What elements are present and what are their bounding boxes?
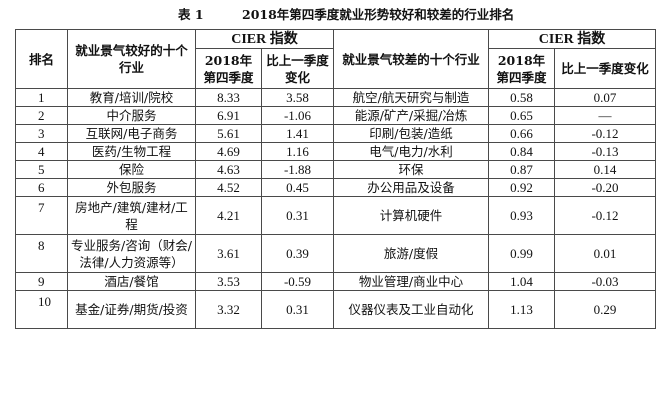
- good-index-cell: 3.53: [195, 272, 262, 291]
- rank-cell: 7: [15, 196, 68, 235]
- good-industry-cell: 教育/培训/院校: [67, 88, 196, 107]
- good-index-cell: 4.52: [195, 178, 262, 197]
- rank-cell: 6: [15, 178, 68, 197]
- bad-industry-cell: 办公用品及设备: [333, 178, 490, 197]
- bad-industry-cell: 物业管理/商业中心: [333, 272, 490, 291]
- bad-industry-cell: 能源/矿产/采掘/冶炼: [333, 106, 490, 125]
- good-industry-cell: 医药/生物工程: [67, 142, 196, 161]
- table-row: 10 基金/证券/期货/投资 3.32 0.31 仪器仪表及工业自动化 1.13 0.29: [15, 290, 657, 329]
- table-number: 表 1: [178, 7, 204, 22]
- good-index-cell: 8.33: [195, 88, 262, 107]
- bad-change-cell: 0.07: [554, 88, 657, 107]
- bad-index-cell: 0.66: [488, 124, 556, 143]
- rank-cell: 5: [15, 160, 68, 179]
- good-change-cell: 0.39: [260, 234, 335, 273]
- header-q4-bad: 2018年第四季度: [488, 48, 556, 89]
- good-index-cell: 4.21: [195, 196, 262, 235]
- good-change-cell: -0.59: [260, 272, 335, 291]
- table-row: 3 互联网/电子商务 5.61 1.41 印刷/包装/造纸 0.66 -0.12: [15, 124, 657, 143]
- bad-change-cell: -0.12: [554, 196, 657, 235]
- good-change-cell: 1.16: [260, 142, 335, 161]
- rank-cell: 3: [15, 124, 68, 143]
- table-row: 5 保险 4.63 -1.88 环保 0.87 0.14: [15, 160, 657, 179]
- bad-change-cell: -0.13: [554, 142, 657, 161]
- good-industry-cell: 中介服务: [67, 106, 196, 125]
- table-row: 8 专业服务/咨询（财会/法律/人力资源等） 3.61 0.39 旅游/度假 0.99 0.…: [15, 234, 657, 273]
- good-industry-cell: 酒店/餐馆: [67, 272, 196, 291]
- bad-change-cell: -0.20: [554, 178, 657, 197]
- header-cier-bad: CIER 指数: [488, 29, 657, 49]
- bad-index-cell: 0.87: [488, 160, 556, 179]
- bad-index-cell: 0.99: [488, 234, 556, 273]
- bad-industry-cell: 电气/电力/水利: [333, 142, 490, 161]
- good-industry-cell: 互联网/电子商务: [67, 124, 196, 143]
- header-bad-industries: 就业景气较差的十个行业: [333, 29, 490, 89]
- bad-index-cell: 1.04: [488, 272, 556, 291]
- good-change-cell: -1.88: [260, 160, 335, 179]
- good-index-cell: 3.61: [195, 234, 262, 273]
- rank-cell: 4: [15, 142, 68, 161]
- bad-change-cell: 0.29: [554, 290, 657, 329]
- good-industry-cell: 保险: [67, 160, 196, 179]
- good-index-cell: 6.91: [195, 106, 262, 125]
- table-row: 1 教育/培训/院校 8.33 3.58 航空/航天研究与制造 0.58 0.07: [15, 88, 657, 107]
- bad-index-cell: 1.13: [488, 290, 556, 329]
- header-cier-good: CIER 指数: [194, 29, 335, 49]
- good-industry-cell: 专业服务/咨询（财会/法律/人力资源等）: [67, 234, 196, 273]
- bad-industry-cell: 仪器仪表及工业自动化: [333, 290, 490, 329]
- rank-cell: 2: [15, 106, 68, 125]
- good-index-cell: 4.69: [195, 142, 262, 161]
- good-index-cell: 4.63: [195, 160, 262, 179]
- table-row: 6 外包服务 4.52 0.45 办公用品及设备 0.92 -0.20: [15, 178, 657, 197]
- table-title: 2018年第四季度就业形势较好和较差的行业排名: [242, 7, 515, 22]
- good-industry-cell: 外包服务: [67, 178, 196, 197]
- bad-industry-cell: 计算机硬件: [333, 196, 490, 235]
- good-industry-cell: 房地产/建筑/建材/工程: [67, 196, 196, 235]
- good-change-cell: 1.41: [260, 124, 335, 143]
- good-change-cell: 0.31: [260, 196, 335, 235]
- rank-cell: 8: [15, 234, 68, 273]
- good-change-cell: 0.31: [260, 290, 335, 329]
- bad-industry-cell: 旅游/度假: [333, 234, 490, 273]
- bad-change-cell: -0.12: [554, 124, 657, 143]
- good-change-cell: -1.06: [260, 106, 335, 125]
- bad-change-cell: —: [554, 106, 657, 125]
- rank-cell: 10: [15, 290, 68, 329]
- bad-change-cell: 0.01: [554, 234, 657, 273]
- table-row: 7 房地产/建筑/建材/工程 4.21 0.31 计算机硬件 0.93 -0.12: [15, 196, 657, 235]
- header-rank: 排名: [15, 29, 68, 89]
- bad-index-cell: 0.58: [488, 88, 556, 107]
- industry-ranking-table: 排名 就业景气较好的十个行业 CIER 指数 就业景气较差的十个行业 CIER …: [15, 29, 657, 329]
- bad-industry-cell: 环保: [333, 160, 490, 179]
- good-industry-cell: 基金/证券/期货/投资: [67, 290, 196, 329]
- table-row: 9 酒店/餐馆 3.53 -0.59 物业管理/商业中心 1.04 -0.03: [15, 272, 657, 291]
- bad-change-cell: 0.14: [554, 160, 657, 179]
- bad-index-cell: 0.93: [488, 196, 556, 235]
- bad-index-cell: 0.65: [488, 106, 556, 125]
- bad-index-cell: 0.92: [488, 178, 556, 197]
- table-row: 4 医药/生物工程 4.69 1.16 电气/电力/水利 0.84 -0.13: [15, 142, 657, 161]
- header-q4-good: 2018年第四季度: [195, 48, 262, 89]
- table-caption: 表 1 2018年第四季度就业形势较好和较差的行业排名: [0, 4, 660, 24]
- bad-change-cell: -0.03: [554, 272, 657, 291]
- good-index-cell: 5.61: [195, 124, 262, 143]
- header-good-industries: 就业景气较好的十个行业: [67, 29, 196, 89]
- rank-cell: 9: [15, 272, 68, 291]
- good-index-cell: 3.32: [195, 290, 262, 329]
- bad-industry-cell: 印刷/包装/造纸: [333, 124, 490, 143]
- good-change-cell: 3.58: [260, 88, 335, 107]
- rank-cell: 1: [15, 88, 68, 107]
- bad-index-cell: 0.84: [488, 142, 556, 161]
- good-change-cell: 0.45: [260, 178, 335, 197]
- bad-industry-cell: 航空/航天研究与制造: [333, 88, 490, 107]
- header-change-bad: 比上一季度变化: [554, 48, 657, 89]
- header-change-good: 比上一季度变化: [260, 48, 335, 89]
- table-row: 2 中介服务 6.91 -1.06 能源/矿产/采掘/冶炼 0.65—: [15, 106, 657, 125]
